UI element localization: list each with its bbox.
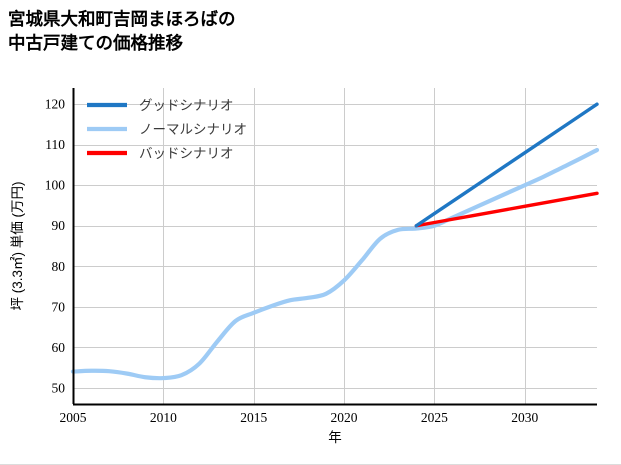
plot-series — [70, 102, 600, 381]
x-axis-ticks: 2005 2010 2015 2020 2025 2030 — [60, 410, 539, 425]
series-グッドシナリオ — [414, 102, 599, 228]
y-tick-label: 110 — [45, 137, 65, 152]
chart-title: 宮城県大和町吉岡まほろばの 中古戸建ての価格推移 — [8, 9, 236, 53]
series-バッドシナリオ — [414, 191, 599, 228]
y-axis-label: 坪 (3.3㎡) 単価 (万円) — [10, 181, 25, 310]
y-tick-label: 100 — [45, 178, 66, 193]
series-ノーマルシナリオ — [70, 147, 600, 381]
legend-label-bad: バッドシナリオ — [139, 146, 234, 161]
y-tick-label: 120 — [45, 97, 66, 112]
y-axis-ticks: 50 60 70 80 90 100 110 120 — [45, 97, 66, 396]
y-tick-label: 70 — [52, 299, 66, 314]
y-tick-label: 50 — [52, 380, 66, 395]
x-tick-label: 2015 — [240, 410, 267, 425]
x-tick-label: 2020 — [331, 410, 358, 425]
y-tick-label: 60 — [52, 340, 66, 355]
legend-label-normal: ノーマルシナリオ — [139, 122, 247, 137]
x-tick-label: 2030 — [511, 410, 538, 425]
grid-lines — [73, 88, 597, 404]
x-tick-label: 2025 — [421, 410, 448, 425]
x-axis-label: 年 — [328, 430, 342, 445]
x-tick-label: 2010 — [150, 410, 177, 425]
axis-spines — [72, 88, 597, 406]
x-tick-label: 2005 — [60, 410, 87, 425]
axis-labels: 年 坪 (3.3㎡) 単価 (万円) — [10, 181, 342, 445]
y-tick-label: 80 — [52, 259, 66, 274]
y-tick-label: 90 — [52, 218, 66, 233]
legend-label-good: グッドシナリオ — [139, 98, 234, 113]
